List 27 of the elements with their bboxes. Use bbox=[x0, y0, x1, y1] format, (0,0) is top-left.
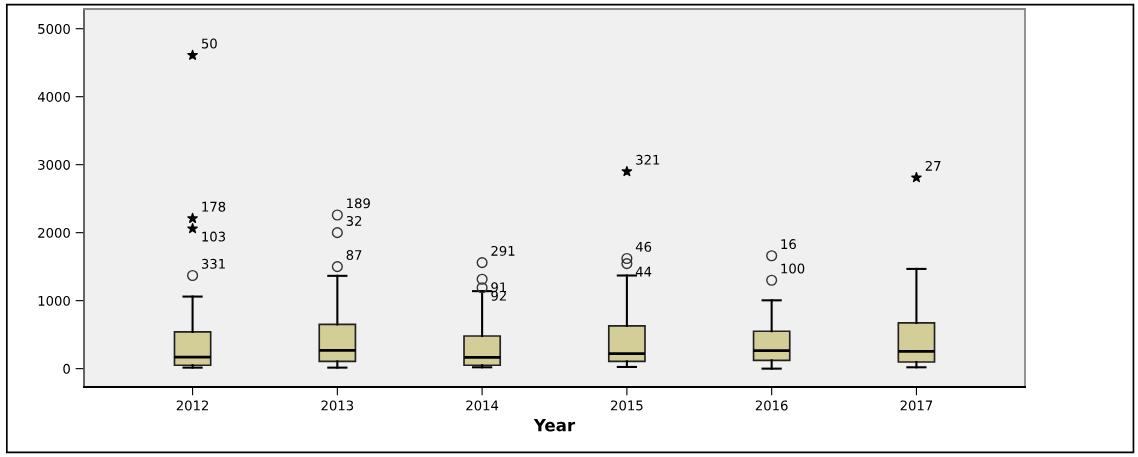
annotation: 27 bbox=[925, 160, 941, 171]
annotation: 103 bbox=[202, 231, 226, 242]
y-tick-label: 5000 bbox=[38, 23, 70, 34]
x-tick-label: 2015 bbox=[611, 400, 643, 411]
y-tick-label: 0 bbox=[63, 363, 70, 374]
annotation: 178 bbox=[202, 201, 226, 212]
annotation: 291 bbox=[491, 245, 515, 256]
x-tick-label: 2012 bbox=[176, 400, 209, 411]
annotation: 46 bbox=[635, 241, 652, 252]
annotation: 16 bbox=[781, 239, 796, 250]
annotation: 321 bbox=[636, 154, 660, 165]
x-tick-label: 2014 bbox=[466, 400, 499, 411]
x-tick-label: 2016 bbox=[755, 400, 788, 411]
annotation: 87 bbox=[346, 249, 362, 260]
y-tick-label: 1000 bbox=[38, 295, 70, 306]
x-tick-label: 2013 bbox=[321, 400, 354, 411]
x-tick-label: 2017 bbox=[900, 400, 933, 411]
y-tick-label: 3000 bbox=[38, 159, 70, 170]
annotation: 100 bbox=[781, 263, 805, 274]
annotation: 44 bbox=[635, 266, 652, 277]
y-tick-label: 2000 bbox=[38, 227, 70, 238]
y-tick-label: 4000 bbox=[37, 91, 70, 102]
x-axis-title: Year bbox=[533, 419, 576, 432]
annotation: 189 bbox=[347, 198, 370, 209]
annotation: 331 bbox=[201, 258, 225, 269]
annotation: 50 bbox=[201, 38, 217, 49]
annotation: 32 bbox=[346, 215, 362, 226]
